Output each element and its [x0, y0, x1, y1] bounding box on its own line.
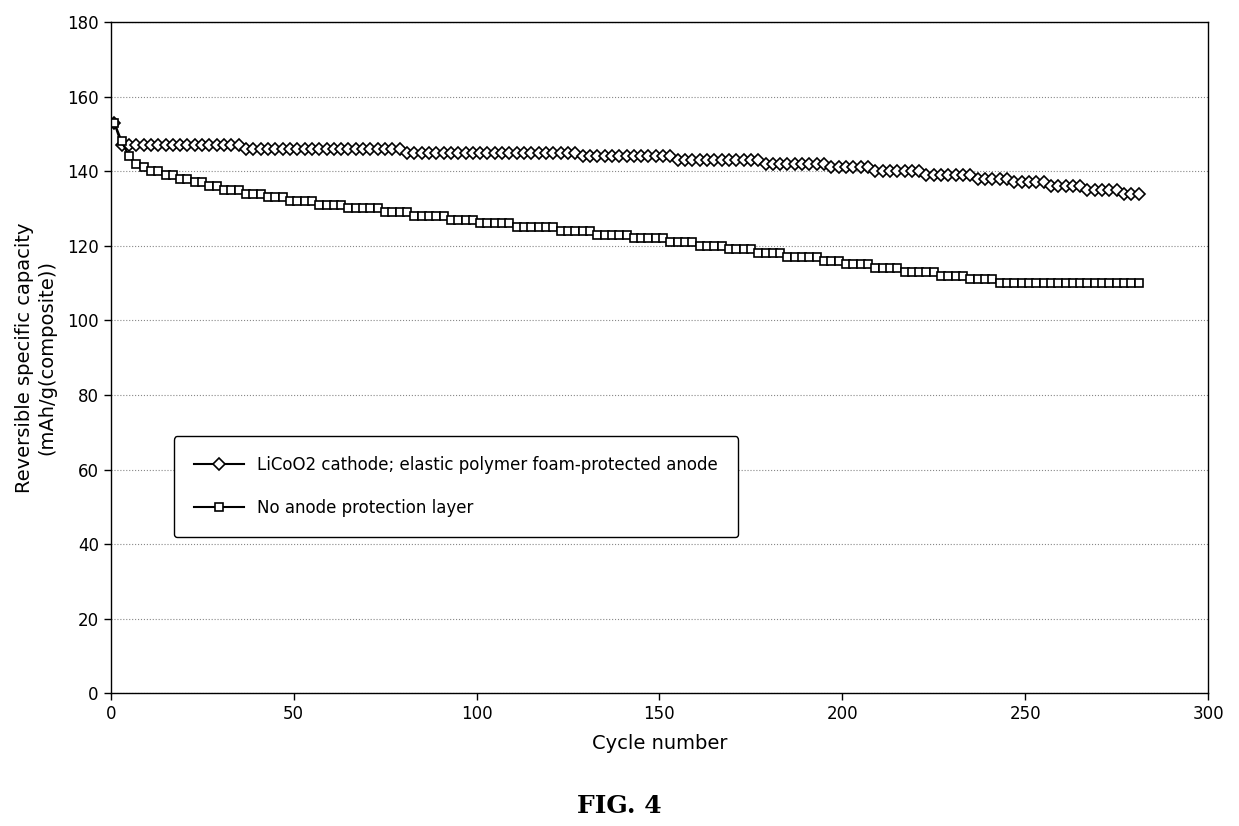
No anode protection layer — [114, 136, 129, 146]
LiCoO2 cathode; elastic polymer foam-protected anode — [114, 140, 129, 150]
No anode protection layer — [978, 274, 992, 284]
LiCoO2 cathode; elastic polymer foam-protected anode — [1000, 173, 1015, 183]
No anode protection layer — [1088, 278, 1103, 288]
LiCoO2 cathode; elastic polymer foam-protected anode — [978, 173, 992, 183]
X-axis label: Cycle number: Cycle number — [592, 734, 727, 753]
Line: LiCoO2 cathode; elastic polymer foam-protected anode: LiCoO2 cathode; elastic polymer foam-pro… — [110, 118, 1142, 197]
Y-axis label: Reversible specific capacity
(mAh/g(composite)): Reversible specific capacity (mAh/g(comp… — [15, 222, 56, 493]
LiCoO2 cathode; elastic polymer foam-protected anode — [444, 148, 458, 158]
No anode protection layer — [1131, 278, 1146, 288]
No anode protection layer — [107, 118, 121, 128]
LiCoO2 cathode; elastic polymer foam-protected anode — [1131, 188, 1146, 198]
LiCoO2 cathode; elastic polymer foam-protected anode — [1116, 188, 1131, 198]
LiCoO2 cathode; elastic polymer foam-protected anode — [107, 118, 121, 128]
No anode protection layer — [444, 215, 458, 225]
No anode protection layer — [166, 170, 181, 180]
No anode protection layer — [1007, 278, 1022, 288]
Text: FIG. 4: FIG. 4 — [577, 794, 662, 818]
No anode protection layer — [992, 278, 1007, 288]
Line: No anode protection layer: No anode protection layer — [110, 118, 1142, 287]
Legend: LiCoO2 cathode; elastic polymer foam-protected anode, No anode protection layer: LiCoO2 cathode; elastic polymer foam-pro… — [173, 436, 738, 537]
LiCoO2 cathode; elastic polymer foam-protected anode — [1080, 185, 1095, 195]
LiCoO2 cathode; elastic polymer foam-protected anode — [166, 140, 181, 150]
